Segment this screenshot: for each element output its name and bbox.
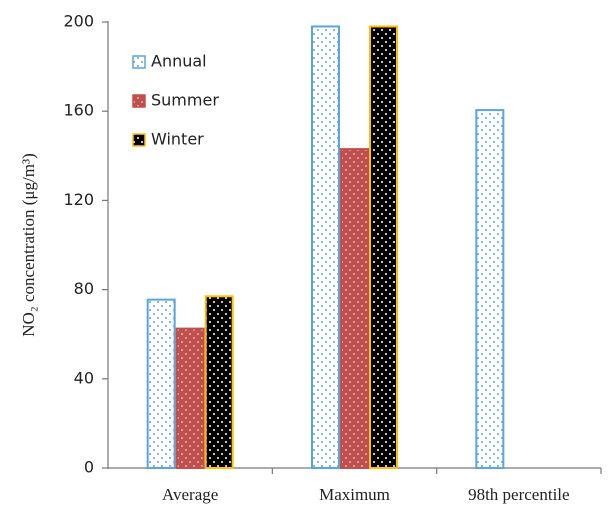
y-tick-label: 200 [63, 12, 94, 31]
bar [369, 25, 398, 470]
bar [175, 327, 205, 469]
bar [146, 298, 176, 470]
x-tick-label: Maximum [319, 485, 390, 504]
x-tick-label: Average [162, 485, 218, 504]
legend-swatch [132, 133, 146, 147]
legend-label: Annual [151, 52, 207, 71]
y-axis-label: NO₂ concentration (μg/m³) [19, 153, 38, 336]
x-tick-label: 98th percentile [468, 485, 570, 504]
y-tick-label: 0 [84, 458, 94, 477]
legend-swatch [132, 55, 146, 69]
y-tick-label: 80 [74, 279, 94, 298]
bar [204, 295, 234, 470]
y-tick-label: 120 [63, 190, 94, 209]
legend-label: Winter [151, 130, 204, 149]
bar [475, 109, 505, 470]
legend-label: Summer [151, 91, 219, 110]
y-tick-label: 40 [74, 368, 94, 387]
bar [311, 25, 340, 470]
bar [340, 148, 369, 470]
y-tick-label: 160 [63, 101, 94, 120]
legend-swatch [132, 94, 146, 108]
